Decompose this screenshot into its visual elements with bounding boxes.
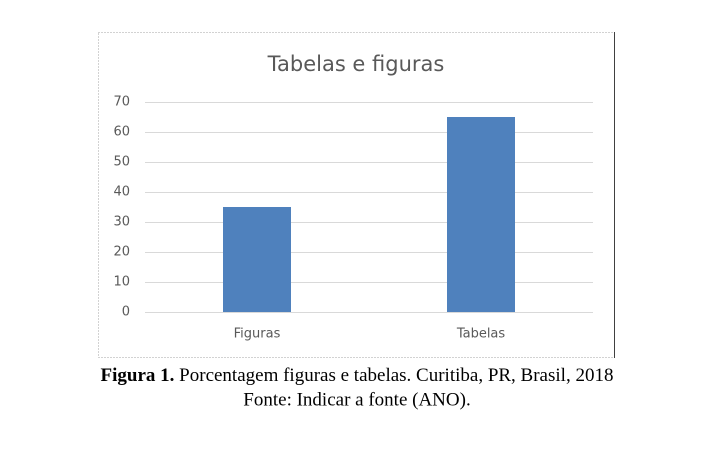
x-tick-label: Tabelas xyxy=(456,327,506,342)
caption: Figura 1. Porcentagem figuras e tabelas.… xyxy=(101,365,614,386)
x-tick-label: Figuras xyxy=(234,327,281,342)
chart-title: Tabelas e figuras xyxy=(267,52,445,76)
caption-label: Figura 1. xyxy=(101,365,175,386)
y-tick-label: 10 xyxy=(113,275,130,290)
y-tick-label: 70 xyxy=(113,95,130,110)
y-tick-label: 60 xyxy=(113,125,130,140)
chart-frame xyxy=(98,32,615,358)
y-tick-label: 40 xyxy=(113,185,130,200)
caption-text: Porcentagem figuras e tabelas. Curitiba,… xyxy=(179,365,613,386)
y-tick-label: 0 xyxy=(122,305,130,320)
y-tick-label: 50 xyxy=(113,155,130,170)
y-tick-label: 30 xyxy=(113,215,130,230)
y-tick-label: 20 xyxy=(113,245,130,260)
bar xyxy=(447,117,515,312)
caption-source: Fonte: Indicar a fonte (ANO). xyxy=(243,389,470,410)
bar xyxy=(223,207,291,312)
